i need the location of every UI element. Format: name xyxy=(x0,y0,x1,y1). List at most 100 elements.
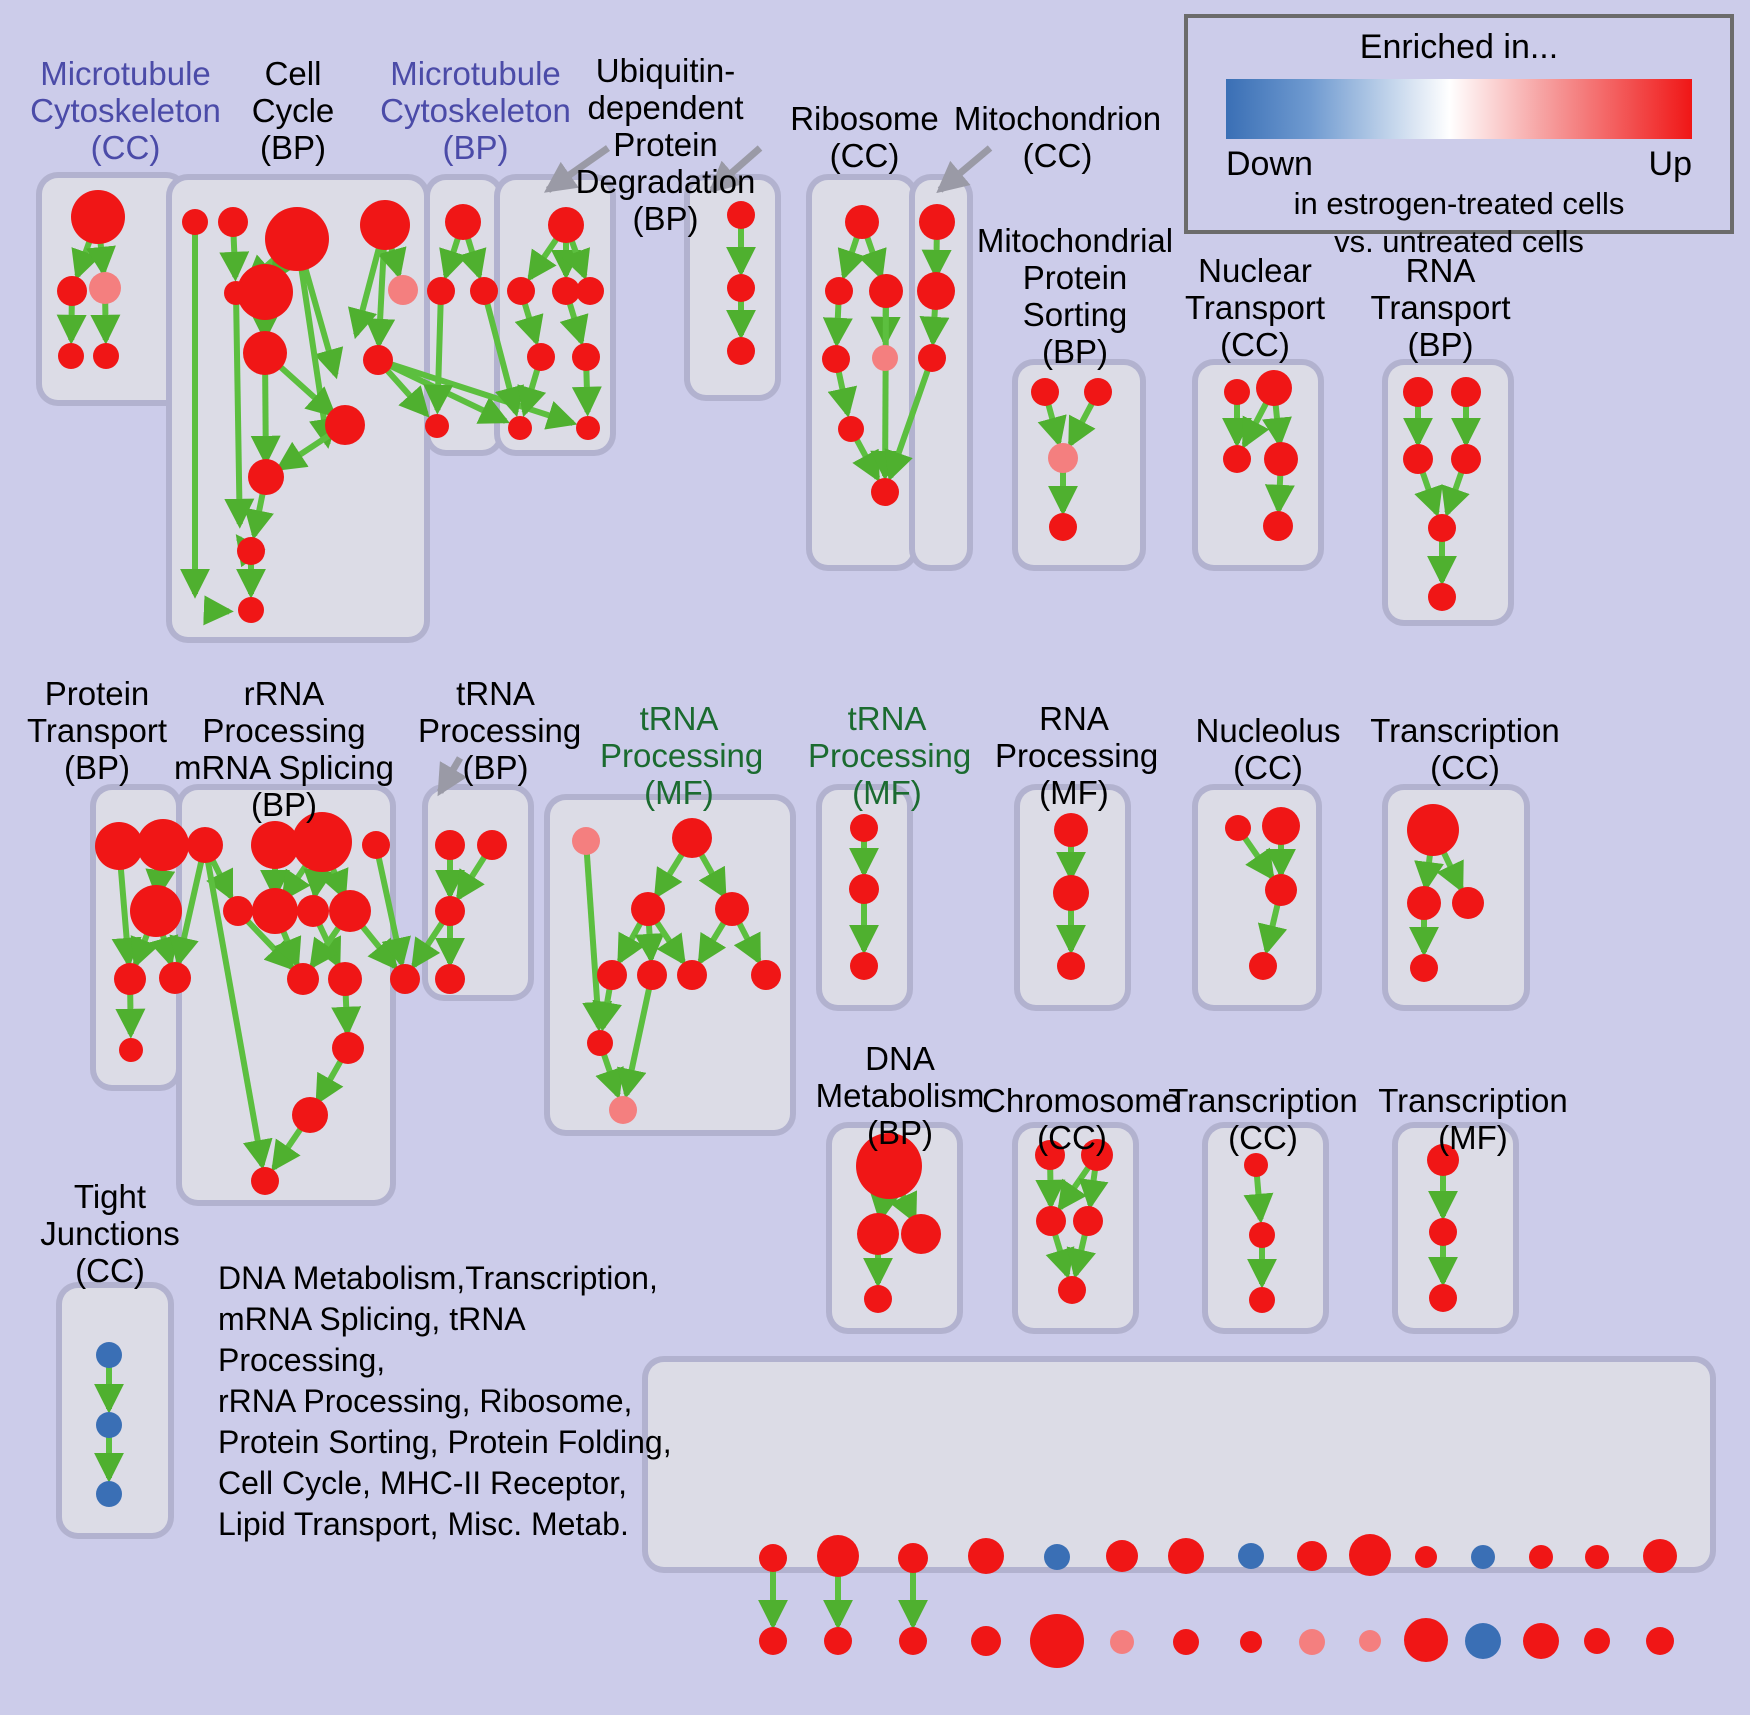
cluster-box-trna-processing-bp[interactable] xyxy=(428,790,528,995)
graph-node[interactable] xyxy=(576,416,600,440)
graph-node[interactable] xyxy=(362,831,390,859)
graph-node[interactable] xyxy=(96,1342,122,1368)
graph-node[interactable] xyxy=(96,1412,122,1438)
graph-node[interactable] xyxy=(187,827,223,863)
graph-node[interactable] xyxy=(1224,379,1250,405)
graph-node[interactable] xyxy=(328,962,362,996)
graph-node[interactable] xyxy=(1429,1218,1457,1246)
graph-node[interactable] xyxy=(1263,511,1293,541)
graph-node[interactable] xyxy=(864,1285,892,1313)
graph-node[interactable] xyxy=(114,963,146,995)
graph-node[interactable] xyxy=(727,337,755,365)
graph-node[interactable] xyxy=(1451,444,1481,474)
graph-node[interactable] xyxy=(759,1627,787,1655)
graph-node[interactable] xyxy=(527,343,555,371)
graph-node[interactable] xyxy=(1057,952,1085,980)
graph-node[interactable] xyxy=(96,1481,122,1507)
graph-node[interactable] xyxy=(849,874,879,904)
graph-node[interactable] xyxy=(901,1214,941,1254)
graph-node[interactable] xyxy=(1264,442,1298,476)
graph-node[interactable] xyxy=(477,830,507,860)
graph-node[interactable] xyxy=(759,1544,787,1572)
graph-node[interactable] xyxy=(251,821,299,869)
graph-node[interactable] xyxy=(552,277,580,305)
graph-node[interactable] xyxy=(1407,804,1459,856)
graph-node[interactable] xyxy=(637,960,667,990)
graph-node[interactable] xyxy=(1646,1627,1674,1655)
graph-node[interactable] xyxy=(919,204,955,240)
graph-node[interactable] xyxy=(1452,887,1484,919)
graph-node[interactable] xyxy=(95,822,143,870)
graph-node[interactable] xyxy=(71,190,125,244)
graph-node[interactable] xyxy=(1403,444,1433,474)
graph-node[interactable] xyxy=(1471,1545,1495,1569)
graph-node[interactable] xyxy=(1031,378,1059,406)
graph-node[interactable] xyxy=(427,277,455,305)
graph-node[interactable] xyxy=(850,814,878,842)
graph-node[interactable] xyxy=(825,277,853,305)
graph-node[interactable] xyxy=(1643,1539,1677,1573)
graph-node[interactable] xyxy=(445,204,481,240)
graph-node[interactable] xyxy=(363,345,393,375)
graph-node[interactable] xyxy=(1465,1623,1501,1659)
graph-node[interactable] xyxy=(435,896,465,926)
graph-node[interactable] xyxy=(1256,370,1292,406)
graph-node[interactable] xyxy=(119,1038,143,1062)
graph-node[interactable] xyxy=(57,276,87,306)
graph-node[interactable] xyxy=(918,344,946,372)
graph-node[interactable] xyxy=(587,1030,613,1056)
graph-node[interactable] xyxy=(822,345,850,373)
graph-node[interactable] xyxy=(425,414,449,438)
graph-node[interactable] xyxy=(252,888,298,934)
graph-node[interactable] xyxy=(631,892,665,926)
graph-node[interactable] xyxy=(1244,1153,1268,1177)
graph-node[interactable] xyxy=(715,892,749,926)
graph-node[interactable] xyxy=(597,960,627,990)
graph-node[interactable] xyxy=(137,819,189,871)
graph-node[interactable] xyxy=(871,478,899,506)
graph-node[interactable] xyxy=(251,1167,279,1195)
graph-node[interactable] xyxy=(1404,1618,1448,1662)
graph-node[interactable] xyxy=(435,964,465,994)
graph-node[interactable] xyxy=(609,1096,637,1124)
graph-node[interactable] xyxy=(130,885,182,937)
graph-node[interactable] xyxy=(971,1626,1001,1656)
graph-node[interactable] xyxy=(672,818,712,858)
graph-node[interactable] xyxy=(292,1097,328,1133)
graph-node[interactable] xyxy=(1084,378,1112,406)
graph-node[interactable] xyxy=(1249,952,1277,980)
graph-node[interactable] xyxy=(1262,807,1300,845)
graph-node[interactable] xyxy=(899,1627,927,1655)
graph-node[interactable] xyxy=(243,331,287,375)
graph-node[interactable] xyxy=(857,1213,899,1255)
graph-node[interactable] xyxy=(869,274,903,308)
graph-node[interactable] xyxy=(1410,954,1438,982)
graph-node[interactable] xyxy=(1249,1222,1275,1248)
graph-node[interactable] xyxy=(1049,513,1077,541)
graph-node[interactable] xyxy=(824,1627,852,1655)
graph-node[interactable] xyxy=(1073,1206,1103,1236)
graph-node[interactable] xyxy=(1053,875,1089,911)
graph-node[interactable] xyxy=(572,827,600,855)
graph-node[interactable] xyxy=(93,343,119,369)
cluster-box-rna-transport-bp[interactable] xyxy=(1388,365,1508,620)
graph-node[interactable] xyxy=(470,277,498,305)
graph-node[interactable] xyxy=(223,896,253,926)
graph-node[interactable] xyxy=(1058,1276,1086,1304)
graph-node[interactable] xyxy=(1451,377,1481,407)
graph-node[interactable] xyxy=(917,272,955,310)
graph-node[interactable] xyxy=(1240,1631,1262,1653)
graph-node[interactable] xyxy=(572,343,600,371)
graph-node[interactable] xyxy=(1349,1534,1391,1576)
graph-node[interactable] xyxy=(507,277,535,305)
graph-node[interactable] xyxy=(332,1032,364,1064)
graph-node[interactable] xyxy=(856,1133,922,1199)
graph-node[interactable] xyxy=(1427,1144,1459,1176)
graph-node[interactable] xyxy=(1407,886,1441,920)
graph-node[interactable] xyxy=(576,277,604,305)
graph-node[interactable] xyxy=(727,201,755,229)
graph-node[interactable] xyxy=(1585,1545,1609,1569)
graph-node[interactable] xyxy=(850,952,878,980)
graph-node[interactable] xyxy=(727,274,755,302)
graph-node[interactable] xyxy=(1030,1614,1084,1668)
